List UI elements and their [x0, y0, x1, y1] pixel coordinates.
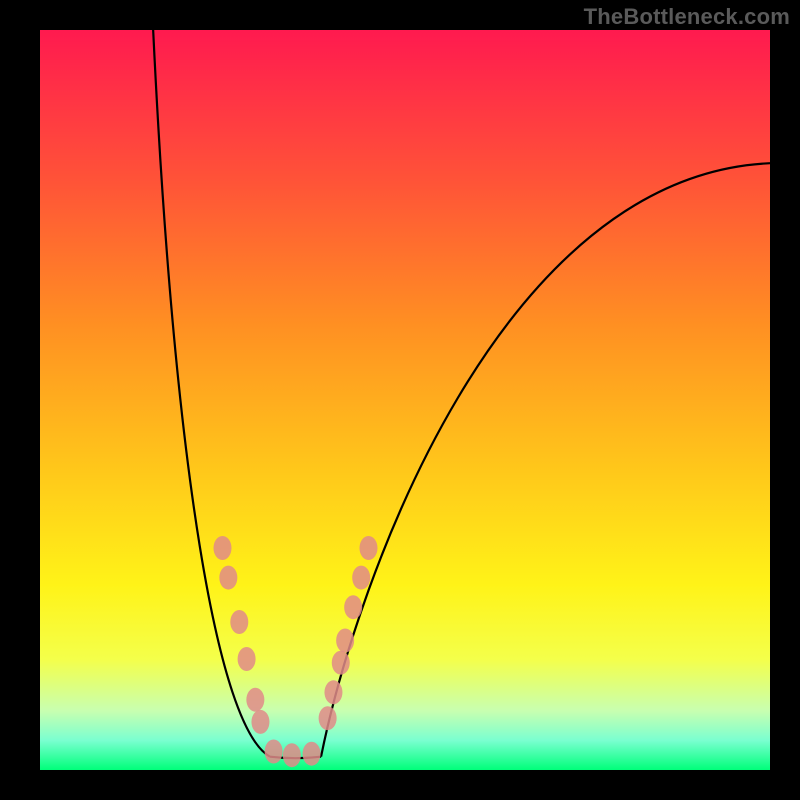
marker [332, 651, 350, 675]
marker [214, 536, 232, 560]
marker [283, 743, 301, 767]
marker [251, 710, 269, 734]
watermark-text: TheBottleneck.com [584, 4, 790, 30]
marker [360, 536, 378, 560]
marker [336, 629, 354, 653]
markers-right [319, 536, 378, 730]
curve-left [153, 30, 270, 757]
marker [319, 706, 337, 730]
curve-right [321, 163, 770, 756]
marker [344, 595, 362, 619]
markers-bottom [265, 740, 321, 768]
marker [324, 680, 342, 704]
marker [352, 566, 370, 590]
marker [230, 610, 248, 634]
marker [238, 647, 256, 671]
marker [265, 740, 283, 764]
marker [303, 742, 321, 766]
markers-left [214, 536, 270, 734]
marker [246, 688, 264, 712]
chart-svg [0, 0, 800, 800]
marker [219, 566, 237, 590]
